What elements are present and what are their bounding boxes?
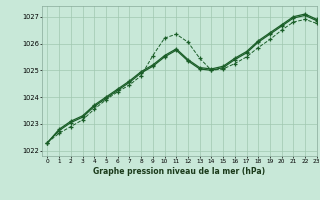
X-axis label: Graphe pression niveau de la mer (hPa): Graphe pression niveau de la mer (hPa) — [93, 167, 265, 176]
